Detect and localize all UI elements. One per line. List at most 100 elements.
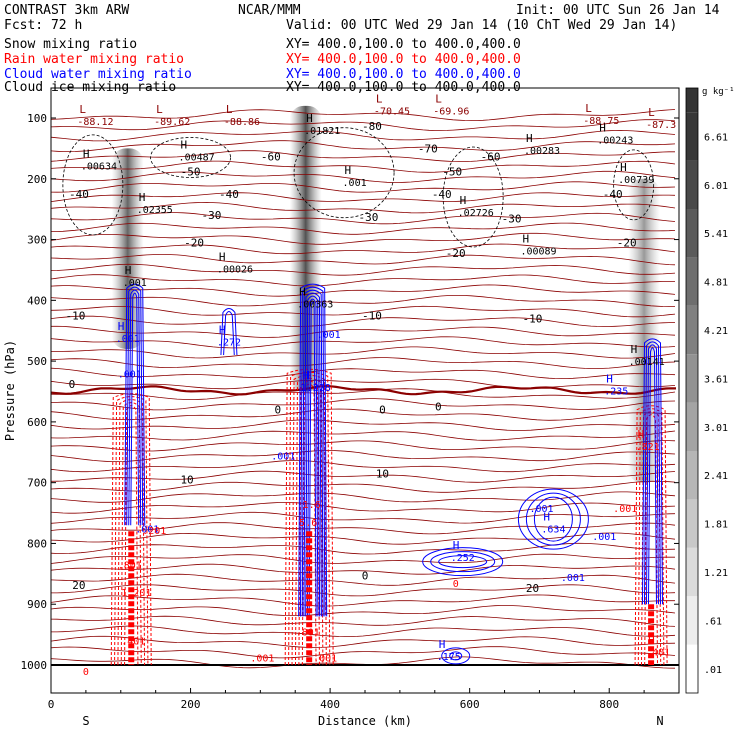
- extremum-value: -88.75: [583, 116, 619, 127]
- temperature-contours: [50, 109, 679, 669]
- temperature-contour: [50, 460, 676, 473]
- extremum-value: .001: [343, 178, 367, 189]
- cloud-water-contour: [303, 292, 322, 617]
- temperature-contour: [50, 232, 676, 245]
- temperature-contour: [50, 305, 676, 318]
- extremum-mark: H: [606, 372, 613, 385]
- temperature-contour: [50, 563, 676, 575]
- cloud-ice-contour: [613, 149, 655, 221]
- temperature-contour: [50, 336, 676, 349]
- temperature-contour: [50, 140, 676, 152]
- temperature-contour: [50, 170, 676, 183]
- cloud-water-contour: [124, 283, 146, 526]
- field-value-label: .001: [592, 532, 616, 543]
- extremum-value: 1.228: [301, 383, 331, 394]
- field-value-label: .001: [613, 504, 637, 515]
- extremum-mark: H: [453, 539, 460, 552]
- extremum-mark: H: [118, 320, 125, 333]
- extremum-mark: H: [439, 638, 446, 651]
- cloud-water-contour: [430, 551, 496, 573]
- temperature-contour: [50, 274, 675, 287]
- extremum-mark: H: [139, 191, 146, 204]
- temperature-contour: [50, 398, 676, 411]
- field-value-label: 0: [83, 667, 89, 678]
- temperature-label: -10: [523, 313, 543, 326]
- cloud-ice-contour: [150, 137, 231, 178]
- temperature-label: -30: [502, 212, 522, 225]
- extremum-mark: L: [648, 106, 655, 119]
- rain-contour: [284, 368, 334, 666]
- field-name-rain: Rain water mixing ratio: [4, 52, 185, 67]
- extremum-value: .02726: [458, 208, 494, 219]
- temperature-contour: [50, 367, 676, 380]
- colorbar-level-label: 6.01: [704, 181, 728, 192]
- cloud-water-contour: [299, 286, 326, 617]
- temperature-label: 0: [69, 378, 76, 391]
- field-value-label: .401: [121, 637, 145, 648]
- colorbar-level-label: 1.81: [704, 520, 728, 531]
- endpoint-right-label: N: [656, 714, 663, 728]
- x-tick-label: 200: [181, 698, 201, 711]
- colorbar-level-label: 4.21: [704, 326, 728, 337]
- cloud-water-contour: [298, 283, 328, 617]
- extremum-value: .401: [646, 648, 670, 659]
- extremum-mark: L: [376, 93, 383, 106]
- field-value-label: .001: [135, 524, 159, 535]
- y-tick-label: 100: [27, 112, 47, 125]
- colorbar-level-label: 2.41: [704, 471, 728, 482]
- colorbar-level-label: 5.41: [704, 229, 728, 240]
- temperature-contour: [50, 430, 676, 441]
- y-tick-label: 200: [27, 173, 47, 186]
- temperature-contour: [50, 491, 676, 503]
- cloud-water-contour: [438, 555, 488, 569]
- temperature-contour: [51, 584, 676, 597]
- extremum-value: .00283: [524, 146, 560, 157]
- cloud-water-contour: [306, 298, 319, 617]
- temperature-label: 10: [180, 474, 193, 487]
- temperature-contour: [50, 181, 676, 193]
- temperature-contour: [50, 243, 676, 255]
- field-value-label: .801: [296, 628, 320, 639]
- temperature-label: 10: [376, 468, 389, 481]
- extremum-mark: H: [299, 285, 306, 298]
- axes: 0 200 400 600 800100200300400500600700800900…: [3, 112, 679, 728]
- extremum-value: .00141: [629, 357, 665, 368]
- freezing-level-line: [50, 384, 677, 396]
- x-axis-label: Distance (km): [318, 714, 412, 728]
- extremum-value: -70.45: [374, 107, 410, 118]
- rain-contour: [117, 399, 146, 666]
- extremum-value: .821: [636, 442, 660, 453]
- extremum-mark: H: [648, 634, 655, 647]
- rain-contour: [301, 383, 317, 666]
- colorbar-swatch: [686, 257, 698, 306]
- cloud-water-contour: [643, 341, 661, 605]
- colorbar-level-label: .61: [704, 616, 722, 627]
- extremum-mark: H: [219, 251, 226, 264]
- y-tick-label: 400: [27, 294, 47, 307]
- extremum-value: .00089: [520, 246, 556, 257]
- temperature-contour: [50, 440, 676, 452]
- field-xy-rain: XY= 400.0,100.0 to 400.0,400.0: [286, 52, 521, 67]
- temperature-label: 0: [362, 570, 369, 583]
- extremum-mark: H: [522, 232, 529, 245]
- extremum-mark: H: [599, 121, 606, 134]
- extremum-mark: H: [460, 194, 467, 207]
- hydrometeor-contours: [62, 127, 668, 666]
- temperature-label: -20: [446, 247, 466, 260]
- temperature-contour: [51, 325, 676, 338]
- x-tick-label: 400: [320, 698, 340, 711]
- colorbar-swatch: [686, 499, 698, 548]
- field-value-label: 5.6: [299, 518, 317, 529]
- extremum-mark: H: [543, 510, 550, 523]
- temperature-contour: [50, 284, 676, 297]
- extremum-value: .00487: [179, 152, 215, 163]
- x-tick-label: 0: [48, 698, 55, 711]
- rain-contour: [644, 414, 658, 666]
- temperature-contour: [50, 212, 676, 225]
- temperature-label: -10: [362, 310, 382, 323]
- extremum-mark: L: [156, 103, 163, 116]
- extremum-value: .00634: [81, 161, 117, 172]
- temperature-label: -40: [69, 188, 89, 201]
- temperature-contour: [51, 625, 676, 637]
